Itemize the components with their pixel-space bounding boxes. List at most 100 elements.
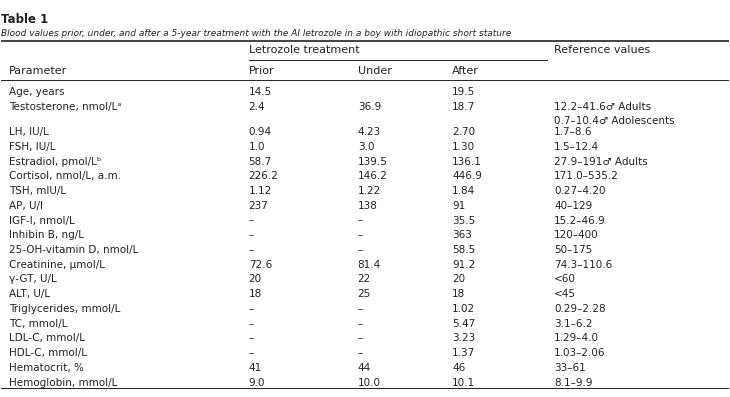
Text: 0.27–4.20: 0.27–4.20 — [554, 186, 606, 196]
Text: –: – — [358, 245, 363, 255]
Text: After: After — [453, 66, 479, 77]
Text: TC, mmol/L: TC, mmol/L — [9, 319, 67, 329]
Text: –: – — [358, 230, 363, 240]
Text: 146.2: 146.2 — [358, 172, 388, 181]
Text: Letrozole treatment: Letrozole treatment — [249, 45, 359, 55]
Text: 4.23: 4.23 — [358, 127, 381, 137]
Text: Prior: Prior — [249, 66, 274, 77]
Text: 1.12: 1.12 — [249, 186, 272, 196]
Text: HDL-C, mmol/L: HDL-C, mmol/L — [9, 348, 87, 358]
Text: IGF-I, nmol/L: IGF-I, nmol/L — [9, 216, 74, 225]
Text: TSH, mIU/L: TSH, mIU/L — [9, 186, 66, 196]
Text: –: – — [249, 230, 254, 240]
Text: –: – — [358, 216, 363, 225]
Text: Creatinine, μmol/L: Creatinine, μmol/L — [9, 260, 104, 270]
Text: –: – — [249, 348, 254, 358]
Text: 91: 91 — [453, 201, 466, 211]
Text: 22: 22 — [358, 274, 371, 285]
Text: 1.30: 1.30 — [453, 142, 475, 152]
Text: FSH, IU/L: FSH, IU/L — [9, 142, 55, 152]
Text: 50–175: 50–175 — [554, 245, 592, 255]
Text: 18: 18 — [453, 289, 466, 299]
Text: 58.7: 58.7 — [249, 156, 272, 167]
Text: 1.22: 1.22 — [358, 186, 381, 196]
Text: 3.0: 3.0 — [358, 142, 374, 152]
Text: Under: Under — [358, 66, 391, 77]
Text: 58.5: 58.5 — [453, 245, 475, 255]
Text: 33–61: 33–61 — [554, 363, 586, 373]
Text: 5.47: 5.47 — [453, 319, 475, 329]
Text: 18.7: 18.7 — [453, 102, 475, 112]
Text: 9.0: 9.0 — [249, 378, 265, 387]
Text: –: – — [249, 216, 254, 225]
Text: ALT, U/L: ALT, U/L — [9, 289, 50, 299]
Text: 136.1: 136.1 — [453, 156, 482, 167]
Text: γ-GT, U/L: γ-GT, U/L — [9, 274, 56, 285]
Text: 3.23: 3.23 — [453, 333, 475, 343]
Text: –: – — [358, 333, 363, 343]
Text: 237: 237 — [249, 201, 269, 211]
Text: 226.2: 226.2 — [249, 172, 279, 181]
Text: Testosterone, nmol/Lᵃ: Testosterone, nmol/Lᵃ — [9, 102, 121, 112]
Text: 120–400: 120–400 — [554, 230, 599, 240]
Text: 74.3–110.6: 74.3–110.6 — [554, 260, 612, 270]
Text: LDL-C, mmol/L: LDL-C, mmol/L — [9, 333, 85, 343]
Text: 41: 41 — [249, 363, 262, 373]
Text: Triglycerides, mmol/L: Triglycerides, mmol/L — [9, 304, 120, 314]
Text: 0.94: 0.94 — [249, 127, 272, 137]
Text: 1.29–4.0: 1.29–4.0 — [554, 333, 599, 343]
Text: AP, U/l: AP, U/l — [9, 201, 42, 211]
Text: 3.1–6.2: 3.1–6.2 — [554, 319, 593, 329]
Text: 72.6: 72.6 — [249, 260, 272, 270]
Text: 12.2–41.6♂ Adults: 12.2–41.6♂ Adults — [554, 102, 651, 112]
Text: –: – — [358, 304, 363, 314]
Text: 0.7–10.4♂ Adolescents: 0.7–10.4♂ Adolescents — [554, 116, 675, 126]
Text: Estradiol, pmol/Lᵇ: Estradiol, pmol/Lᵇ — [9, 156, 101, 167]
Text: 138: 138 — [358, 201, 377, 211]
Text: 36.9: 36.9 — [358, 102, 381, 112]
Text: 25-OH-vitamin D, nmol/L: 25-OH-vitamin D, nmol/L — [9, 245, 138, 255]
Text: –: – — [249, 319, 254, 329]
Text: Blood values prior, under, and after a 5-year treatment with the AI letrozole in: Blood values prior, under, and after a 5… — [1, 29, 512, 38]
Text: 1.84: 1.84 — [453, 186, 475, 196]
Text: Cortisol, nmol/L, a.m.: Cortisol, nmol/L, a.m. — [9, 172, 120, 181]
Text: 171.0–535.2: 171.0–535.2 — [554, 172, 619, 181]
Text: 8.1–9.9: 8.1–9.9 — [554, 378, 593, 387]
Text: –: – — [249, 333, 254, 343]
Text: Parameter: Parameter — [9, 66, 67, 77]
Text: 14.5: 14.5 — [249, 87, 272, 97]
Text: 40–129: 40–129 — [554, 201, 592, 211]
Text: 10.1: 10.1 — [453, 378, 475, 387]
Text: 1.03–2.06: 1.03–2.06 — [554, 348, 606, 358]
Text: 20: 20 — [453, 274, 466, 285]
Text: <60: <60 — [554, 274, 576, 285]
Text: 0.29–2.28: 0.29–2.28 — [554, 304, 606, 314]
Text: –: – — [358, 348, 363, 358]
Text: 363: 363 — [453, 230, 472, 240]
Text: 1.02: 1.02 — [453, 304, 475, 314]
Text: Age, years: Age, years — [9, 87, 64, 97]
Text: 81.4: 81.4 — [358, 260, 381, 270]
Text: 46: 46 — [453, 363, 466, 373]
Text: Hematocrit, %: Hematocrit, % — [9, 363, 83, 373]
Text: 1.0: 1.0 — [249, 142, 265, 152]
Text: 2.70: 2.70 — [453, 127, 475, 137]
Text: –: – — [249, 245, 254, 255]
Text: 1.37: 1.37 — [453, 348, 475, 358]
Text: 20: 20 — [249, 274, 262, 285]
Text: LH, IU/L: LH, IU/L — [9, 127, 48, 137]
Text: 1.5–12.4: 1.5–12.4 — [554, 142, 599, 152]
Text: 18: 18 — [249, 289, 262, 299]
Text: 15.2–46.9: 15.2–46.9 — [554, 216, 606, 225]
Text: 2.4: 2.4 — [249, 102, 265, 112]
Text: 1.7–8.6: 1.7–8.6 — [554, 127, 593, 137]
Text: Hemoglobin, mmol/L: Hemoglobin, mmol/L — [9, 378, 117, 387]
Text: 446.9: 446.9 — [453, 172, 482, 181]
Text: –: – — [249, 304, 254, 314]
Text: Inhibin B, ng/L: Inhibin B, ng/L — [9, 230, 84, 240]
Text: Reference values: Reference values — [554, 45, 650, 55]
Text: –: – — [358, 319, 363, 329]
Text: 10.0: 10.0 — [358, 378, 381, 387]
Text: 139.5: 139.5 — [358, 156, 388, 167]
Text: 19.5: 19.5 — [453, 87, 475, 97]
